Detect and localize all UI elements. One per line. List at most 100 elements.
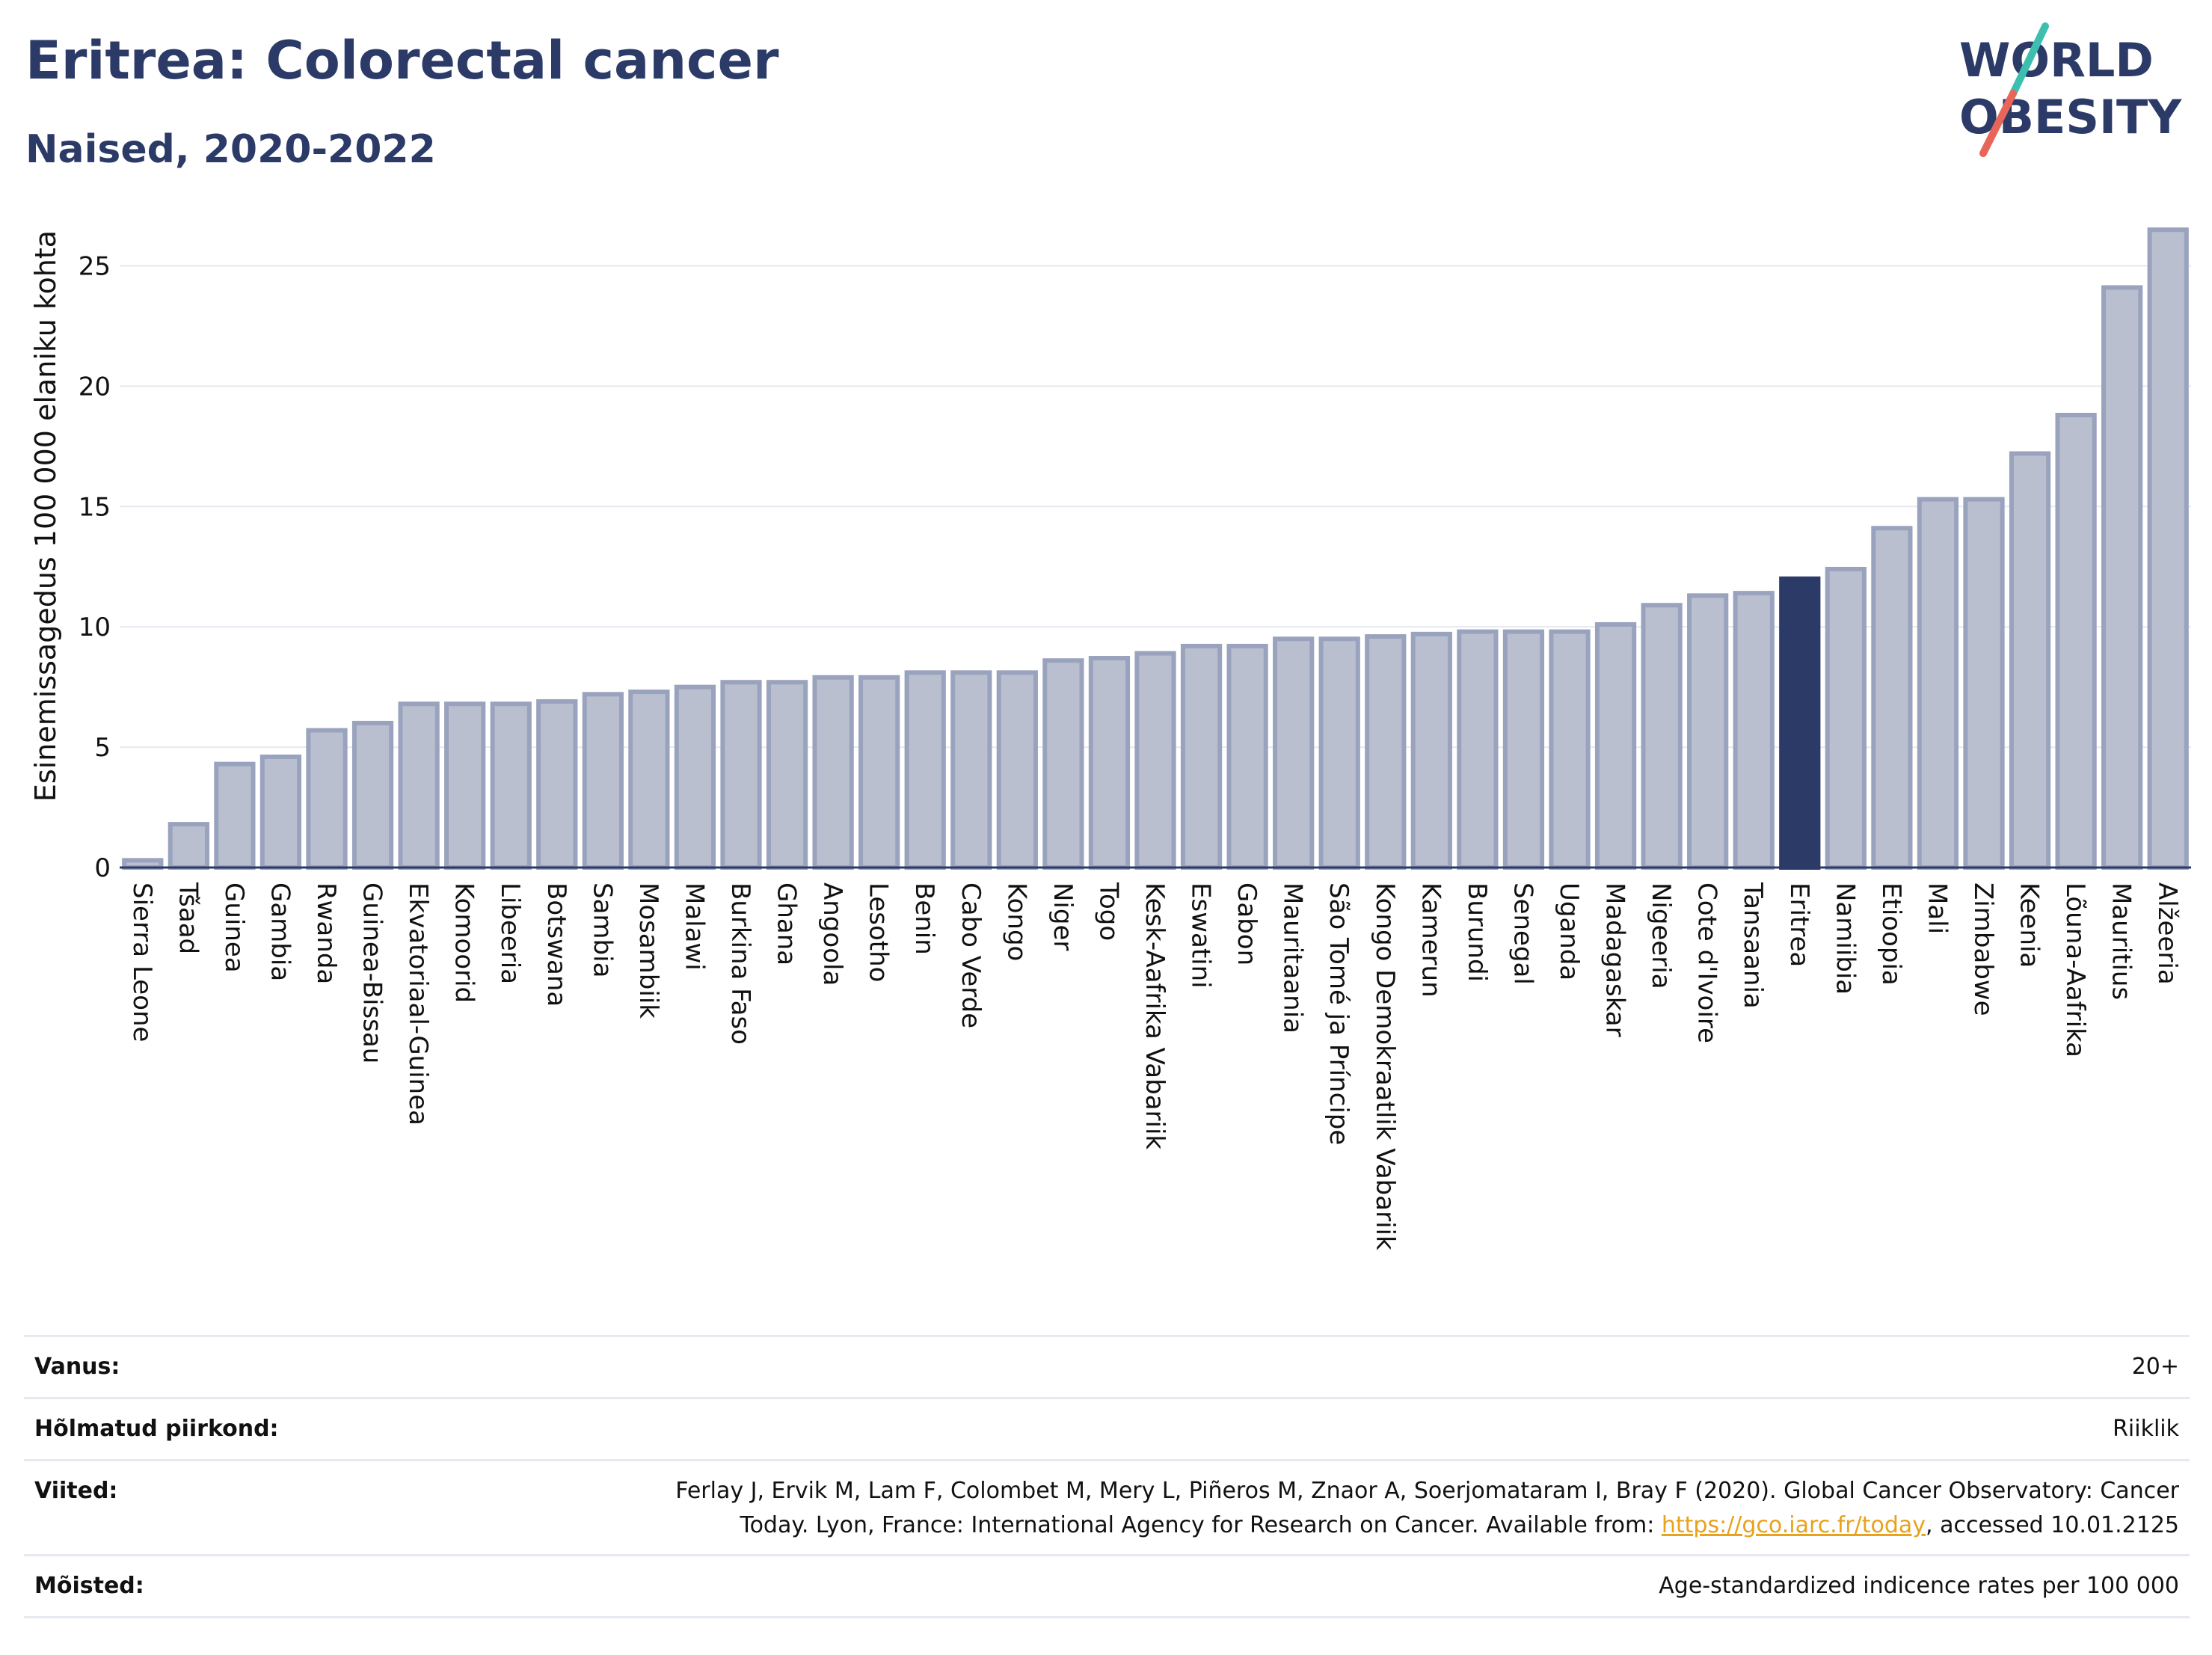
- footer-row-coverage: Hõlmatud piirkond: Riiklik: [24, 1397, 2190, 1459]
- x-tick-label: Malawi: [679, 882, 709, 971]
- x-tick-label: Mauritaania: [1278, 882, 1308, 1034]
- x-tick-label: Uganda: [1554, 882, 1584, 980]
- x-tick-label: Burundi: [1462, 882, 1492, 982]
- bar: [398, 701, 440, 870]
- bar: [351, 720, 394, 871]
- bar: [1088, 656, 1131, 870]
- x-tick-label: Rwanda: [311, 882, 341, 984]
- x-tick-label: Zimbabwe: [1968, 882, 1998, 1016]
- x-tick-label: Komoorid: [449, 882, 479, 1003]
- page-title: Eritrea: Colorectal cancer: [25, 30, 779, 91]
- x-tick-label: Guinea: [219, 882, 249, 973]
- bar: [1641, 603, 1683, 871]
- bar: [1410, 631, 1452, 870]
- bar: [1502, 629, 1545, 870]
- x-tick-label: Kamerun: [1416, 882, 1446, 998]
- axis-layer: 0 5 10 15 20 25 Sierra Leone Tšaad Guinea Gambia R…: [79, 251, 2191, 1250]
- bar: [1687, 593, 1729, 870]
- bar: [996, 670, 1038, 870]
- bar: [812, 675, 854, 870]
- footer-label: Viited:: [34, 1478, 118, 1504]
- x-tick-label: Nigeeria: [1646, 882, 1676, 989]
- bar: [1180, 643, 1223, 870]
- bar: [2055, 412, 2097, 870]
- footer-label: Mõisted:: [34, 1573, 144, 1599]
- x-tick-label: Mali: [1922, 882, 1952, 934]
- y-tick-label: 15: [79, 492, 111, 522]
- bar: [720, 680, 762, 871]
- bar: [1733, 591, 1775, 870]
- x-tick-label: Lesotho: [864, 882, 894, 982]
- reference-accessed: , accessed 10.01.2125: [1926, 1512, 2179, 1538]
- bar: [2147, 227, 2189, 870]
- x-tick-label: Lõuna-Aafrika: [2060, 882, 2090, 1057]
- x-tick-label: São Tomé ja Príncipe: [1324, 882, 1354, 1145]
- footer-value: Riiklik: [2113, 1416, 2179, 1442]
- bar: [1318, 636, 1360, 870]
- bar: [950, 670, 992, 870]
- bar: [1226, 643, 1268, 870]
- bar: [582, 692, 624, 870]
- bar: [259, 754, 302, 870]
- footer-row-references: Viited: Ferlay J, Ervik M, Lam F, Colomb…: [24, 1459, 2190, 1554]
- reference-link[interactable]: https://gco.iarc.fr/today: [1661, 1512, 1926, 1538]
- x-tick-label: Libeeria: [495, 882, 525, 984]
- bar: [536, 698, 578, 870]
- x-tick-label: Madagaskar: [1600, 882, 1630, 1037]
- x-tick-label: Keenia: [2015, 882, 2044, 968]
- bar-chart: 0 5 10 15 20 25 Sierra Leone Tšaad Guinea Gambia R…: [29, 227, 2191, 1250]
- metadata-table: Vanus: 20+ Hõlmatud piirkond: Riiklik Vi…: [24, 1335, 2190, 1618]
- bar-highlighted: [1779, 576, 1821, 870]
- x-tick-label: Ghana: [772, 882, 802, 965]
- x-tick-label: Guinea-Bissau: [357, 882, 387, 1063]
- footer-value: Ferlay J, Ervik M, Lam F, Colombet M, Me…: [609, 1461, 2190, 1543]
- bar: [1871, 526, 1913, 871]
- y-tick-label: 25: [79, 251, 111, 281]
- bar: [1825, 566, 1867, 870]
- bar: [1365, 634, 1407, 871]
- bar: [766, 680, 808, 871]
- page-subtitle: Naised, 2020-2022: [25, 127, 436, 172]
- x-tick-label: Eritrea: [1784, 882, 1814, 967]
- y-tick-label: 0: [94, 853, 111, 883]
- bar: [306, 728, 348, 871]
- bars-layer: [122, 227, 2189, 871]
- bar: [1273, 636, 1315, 870]
- logo-line1: WORLD: [1959, 33, 2154, 87]
- x-tick-label: Namiibia: [1830, 882, 1860, 995]
- x-tick-label: Tansaania: [1738, 882, 1768, 1009]
- x-tick-label: Sambia: [587, 882, 617, 977]
- x-tick-label: Gambia: [265, 882, 295, 981]
- x-tick-label: Burkina Faso: [725, 882, 755, 1045]
- x-tick-label: Kesk-Aafrika Vabariik: [1140, 882, 1170, 1149]
- bar: [1594, 621, 1637, 870]
- bar: [2101, 285, 2143, 871]
- y-tick-label: 20: [79, 372, 111, 402]
- x-tick-label: Angoola: [817, 882, 847, 986]
- x-tick-label: Sierra Leone: [127, 882, 157, 1042]
- x-tick-label: Mauritius: [2107, 882, 2136, 1000]
- bar: [2009, 451, 2051, 870]
- x-tick-label: Kongo Demokraatlik Vabariik: [1370, 882, 1400, 1250]
- bar: [1963, 497, 2005, 870]
- x-tick-label: Alžeeria: [2152, 882, 2182, 985]
- x-tick-label: Mosambiik: [633, 882, 663, 1019]
- x-tick-label: Gabon: [1232, 882, 1262, 965]
- logo-slash-red: [1979, 90, 2017, 157]
- x-tick-label: Niger: [1048, 882, 1078, 951]
- x-tick-label: Tšaad: [173, 882, 203, 954]
- bar: [490, 701, 532, 870]
- bar: [904, 670, 946, 870]
- x-tick-label: Botswana: [541, 882, 571, 1007]
- world-obesity-logo: WORLD OBESITY: [1959, 22, 2182, 157]
- footer-label: Hõlmatud piirkond:: [34, 1416, 279, 1442]
- footer-label: Vanus:: [34, 1354, 120, 1380]
- logo-line2: OBESITY: [1959, 90, 2182, 144]
- footer-value: 20+: [2131, 1354, 2179, 1380]
- x-tick-label: Senegal: [1508, 882, 1537, 985]
- bar: [444, 701, 486, 870]
- bar: [214, 761, 256, 870]
- x-tick-label: Ekvatoriaal-Guinea: [403, 882, 433, 1126]
- bar: [1549, 629, 1591, 870]
- reference-text: Ferlay J, Ervik M, Lam F, Colombet M, Me…: [675, 1478, 2179, 1538]
